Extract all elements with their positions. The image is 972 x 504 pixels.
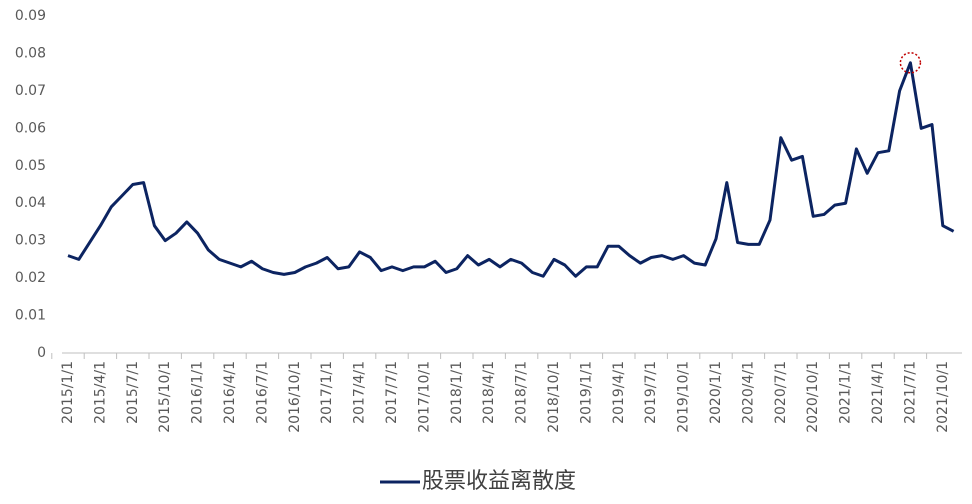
x-tick-label: 2021/1/1: [838, 361, 854, 424]
x-tick-label: 2020/10/1: [805, 361, 821, 433]
y-tick-label: 0.04: [15, 195, 46, 211]
x-tick-label: 2020/7/1: [773, 361, 789, 424]
x-tick-label: 2019/10/1: [676, 361, 692, 433]
legend-label: 股票收益离散度: [422, 469, 576, 494]
x-tick-label: 2016/4/1: [222, 361, 238, 424]
x-tick-label: 2020/4/1: [740, 361, 756, 424]
x-tick-label: 2018/7/1: [514, 361, 530, 424]
x-tick-label: 2017/4/1: [352, 361, 368, 424]
x-tick-label: 2015/10/1: [157, 361, 173, 433]
x-tick-label: 2015/4/1: [92, 361, 108, 424]
x-tick-label: 2015/7/1: [125, 361, 141, 424]
y-tick-label: 0.05: [15, 158, 46, 174]
x-tick-label: 2017/1/1: [319, 361, 335, 424]
y-tick-label: 0.06: [15, 120, 46, 136]
x-tick-label: 2016/1/1: [190, 361, 206, 424]
x-tick-label: 2021/7/1: [902, 361, 918, 424]
x-tick-label: 2015/1/1: [60, 361, 76, 424]
y-tick-label: 0.03: [15, 233, 46, 249]
y-tick-label: 0.08: [15, 45, 46, 61]
x-tick-label: 2019/1/1: [578, 361, 594, 424]
x-tick-label: 2017/7/1: [384, 361, 400, 424]
y-tick-label: 0.09: [15, 8, 46, 24]
x-tick-label: 2018/1/1: [449, 361, 465, 424]
highlight-circle: [899, 52, 922, 74]
x-tick-label: 2017/10/1: [416, 361, 432, 433]
x-tick-label: 2020/1/1: [708, 361, 724, 424]
data-line: [67, 61, 955, 278]
y-tick-label: 0.02: [15, 270, 46, 286]
x-tick-label: 2021/10/1: [935, 361, 951, 433]
x-tick-label: 2021/4/1: [870, 361, 886, 424]
y-tick-label: 0.07: [15, 83, 46, 99]
x-tick-label: 2016/10/1: [287, 361, 303, 433]
x-tick-label: 2019/7/1: [643, 361, 659, 424]
x-tick-label: 2019/4/1: [611, 361, 627, 424]
y-tick-label: 0.01: [15, 308, 46, 324]
x-tick-label: 2018/10/1: [546, 361, 562, 433]
x-tick-label: 2016/7/1: [254, 361, 270, 424]
x-tick-label: 2018/4/1: [481, 361, 497, 424]
y-tick-label: 0: [37, 345, 46, 361]
